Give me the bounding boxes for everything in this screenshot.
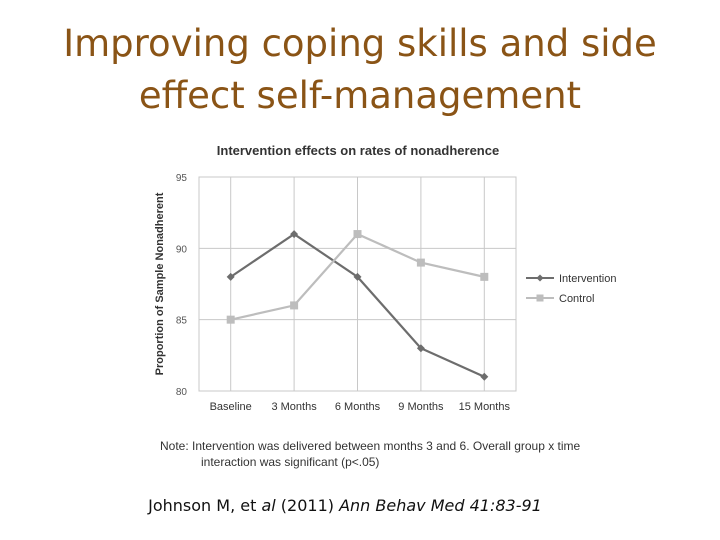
point-intervention-4	[480, 372, 489, 381]
citation-year: (2011)	[275, 496, 340, 515]
point-intervention-0	[226, 272, 235, 281]
y-tick-label-1: 85	[176, 316, 188, 327]
x-tick-label-1: 3 Months	[271, 401, 317, 413]
chart-legend: Intervention Control	[526, 273, 616, 305]
legend-label-intervention: Intervention	[559, 273, 616, 285]
point-intervention-2	[353, 272, 362, 281]
chart-series	[226, 230, 489, 381]
slide-title-line-1: Improving coping skills and side	[63, 22, 657, 65]
citation-authors: Johnson M, et	[148, 496, 262, 515]
point-control-4	[480, 272, 489, 281]
x-tick-label-3: 9 Months	[398, 401, 444, 413]
legend-marker-intervention	[536, 274, 544, 282]
line-chart: Intervention effects on rates of nonadhe…	[154, 143, 616, 469]
point-control-0	[226, 315, 235, 324]
y-tick-label-3: 95	[176, 173, 188, 184]
legend-marker-control	[536, 294, 544, 302]
citation-etal: al	[261, 496, 276, 515]
point-control-3	[416, 258, 425, 267]
chart-note-line-2: interaction was significant (p<.05)	[201, 455, 379, 469]
chart-y-axis-label: Proportion of Sample Nonadherent	[154, 192, 166, 375]
chart-gridlines	[198, 176, 517, 392]
chart-note-line-1: Note: Intervention was delivered between…	[160, 439, 581, 453]
slide-title-line-2: effect self-management	[138, 74, 582, 117]
legend-label-control: Control	[559, 293, 594, 305]
point-control-1	[290, 301, 299, 310]
x-tick-label-4: 15 Months	[459, 401, 511, 413]
chart-x-tick-labels: Baseline 3 Months 6 Months 9 Months 15 Month…	[210, 401, 511, 413]
chart-title: Intervention effects on rates of nonadhe…	[217, 143, 499, 158]
slide-title: Improving coping skills and side effect …	[0, 18, 720, 122]
x-tick-label-0: Baseline	[210, 401, 252, 413]
point-control-2	[353, 230, 362, 239]
x-tick-label-2: 6 Months	[335, 401, 381, 413]
point-intervention-3	[416, 344, 425, 353]
citation-journal: Ann Behav Med 41:83-91	[339, 496, 542, 515]
point-intervention-1	[290, 230, 299, 239]
y-tick-label-0: 80	[176, 387, 188, 398]
citation: Johnson M, et al (2011) Ann Behav Med 41…	[0, 496, 690, 515]
y-tick-label-2: 90	[176, 244, 188, 255]
chart-y-tick-labels: 80 85 90 95	[176, 173, 188, 398]
